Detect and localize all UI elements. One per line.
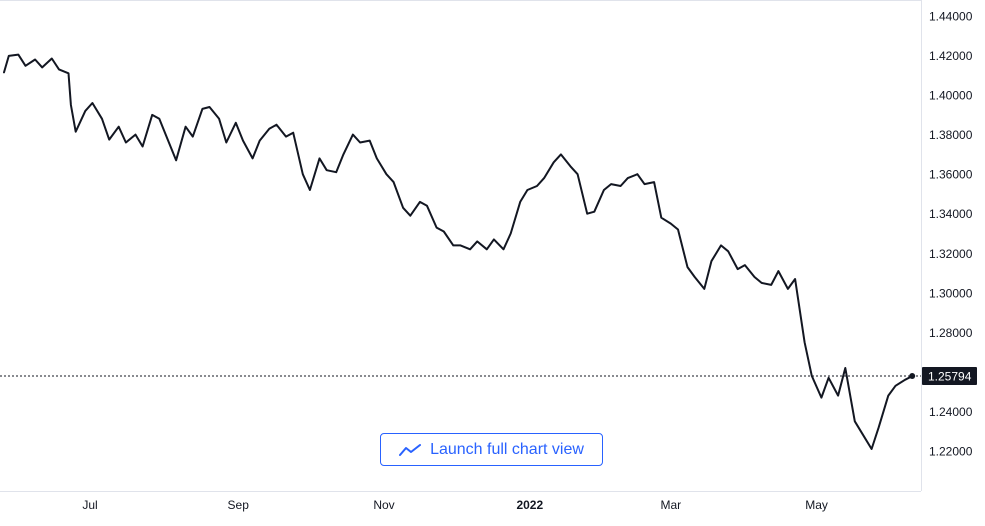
y-tick-label: 1.28000 — [929, 326, 973, 340]
last-price-label: 1.25794 — [928, 369, 972, 383]
x-tick-label: 2022 — [516, 498, 543, 512]
last-price-dot — [909, 372, 916, 379]
y-tick-label: 1.38000 — [929, 128, 973, 142]
y-tick-label: 1.24000 — [929, 405, 973, 419]
y-tick-label: 1.42000 — [929, 49, 973, 63]
price-line — [3, 53, 914, 450]
y-tick-label: 1.36000 — [929, 168, 973, 182]
y-tick-label: 1.34000 — [929, 207, 973, 221]
y-tick-label: 1.30000 — [929, 286, 973, 300]
last-price-label-bg — [922, 366, 977, 385]
y-tick-label: 1.40000 — [929, 89, 973, 103]
launch-full-chart-button[interactable]: Launch full chart view — [380, 433, 603, 466]
x-tick-label: Mar — [660, 498, 681, 512]
chart-line-icon — [399, 443, 422, 456]
y-tick-label: 1.22000 — [929, 445, 973, 459]
launch-button-label: Launch full chart view — [430, 440, 584, 458]
x-tick-label: Nov — [373, 498, 394, 512]
x-tick-label: Jul — [82, 498, 97, 512]
y-tick-label: 1.44000 — [929, 10, 973, 24]
x-tick-label: May — [805, 498, 828, 512]
x-tick-label: Sep — [228, 498, 250, 512]
y-tick-label: 1.32000 — [929, 247, 973, 261]
